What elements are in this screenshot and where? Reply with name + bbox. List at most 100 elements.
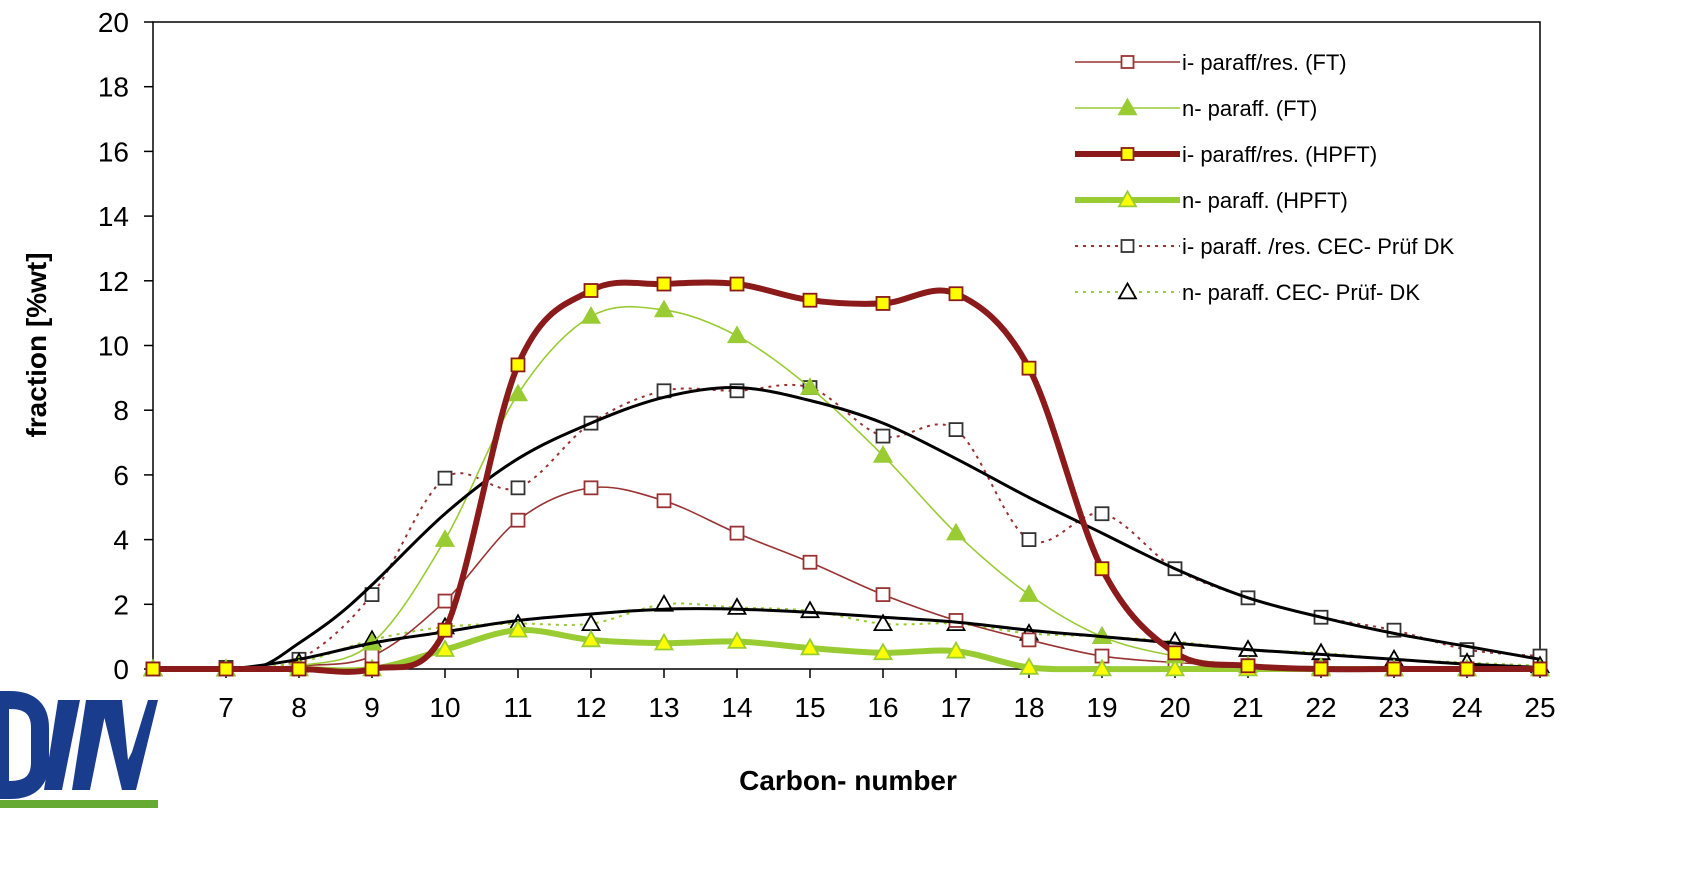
data-point: [437, 593, 453, 609]
plot-area: [152, 21, 1541, 670]
legend-label: i- paraff/res. (FT): [1182, 50, 1347, 75]
x-tick-label: 16: [867, 692, 898, 723]
data-point: [1240, 658, 1256, 674]
x-tick-label: 21: [1232, 692, 1263, 723]
data-point: [656, 493, 672, 509]
legend-label: i- paraff/res. (HPFT): [1182, 142, 1377, 167]
y-tick-label: 14: [98, 201, 129, 232]
data-point: [583, 480, 599, 496]
series-1: [142, 299, 1551, 677]
legend-label: n- paraff. CEC- Prüf- DK: [1182, 280, 1420, 305]
y-tick-label: 18: [98, 72, 129, 103]
legend: i- paraff/res. (FT) n- paraff. (FT) i- par…: [1075, 50, 1455, 305]
data-point: [437, 622, 453, 638]
data-point: [580, 629, 602, 648]
omv-logo-mark: [0, 691, 158, 808]
y-tick-label: 8: [113, 395, 129, 426]
x-tick-label: 15: [794, 692, 825, 723]
data-point: [726, 325, 748, 344]
data-point: [1021, 532, 1037, 547]
x-tick-label: 9: [364, 692, 380, 723]
x-tick-label: 14: [721, 692, 752, 723]
legend-entry: i- paraff/res. (FT): [1075, 50, 1347, 75]
legend-entry: n- paraff. (HPFT): [1075, 188, 1348, 213]
data-point: [1018, 656, 1040, 675]
data-point: [1310, 642, 1332, 661]
series-5: [142, 593, 1551, 677]
legend-label: n- paraff. (HPFT): [1182, 188, 1348, 213]
legend-marker: [1117, 189, 1138, 208]
x-tick-label: 19: [1086, 692, 1117, 723]
data-point: [583, 283, 599, 298]
data-point: [434, 529, 456, 547]
data-point: [1094, 561, 1110, 577]
logo-underline: [0, 800, 158, 808]
data-point: [875, 428, 891, 444]
data-point: [799, 377, 821, 395]
series-line: [152, 486, 1541, 671]
legend-marker: [1120, 147, 1135, 161]
legend-marker: [1117, 281, 1138, 300]
data-point: [945, 522, 967, 541]
series-line: [150, 279, 1543, 675]
legend-entry: i- paraff/res. (HPFT): [1075, 142, 1377, 167]
omv-logo: [0, 691, 158, 808]
y-tick-label: 10: [98, 331, 129, 362]
x-tick-label: 24: [1451, 692, 1482, 723]
x-tick-label: 11: [503, 692, 532, 723]
data-point: [580, 305, 602, 324]
series-6: [151, 386, 1542, 671]
data-point: [510, 357, 526, 373]
data-point: [872, 613, 894, 631]
x-tick-label: 12: [575, 692, 606, 723]
data-point: [1164, 658, 1186, 677]
data-point: [1018, 584, 1040, 602]
x-tick-label: 7: [218, 692, 234, 723]
data-point: [872, 642, 894, 661]
y-tick-label: 20: [98, 7, 129, 38]
data-point: [145, 661, 161, 677]
legend-marker: [1120, 239, 1135, 253]
x-tick-label: 20: [1159, 692, 1190, 723]
legend-marker: [1117, 97, 1138, 116]
x-tick-label: 18: [1013, 692, 1044, 723]
y-tick-label: 16: [98, 136, 129, 167]
data-point: [507, 383, 529, 402]
logo-v: [100, 700, 158, 790]
data-point: [802, 554, 818, 570]
logo-m-stroke: [44, 700, 80, 790]
x-tick-label: 13: [648, 692, 679, 723]
series-4: [145, 380, 1548, 677]
series-layer: [142, 276, 1551, 677]
y-tick-label: 6: [113, 460, 129, 491]
data-point: [510, 512, 526, 528]
y-axis-title: fraction [%wt]: [21, 252, 52, 437]
x-tick-label: 17: [940, 692, 971, 723]
data-point: [364, 661, 380, 677]
series-0: [145, 480, 1548, 677]
data-point: [653, 299, 675, 318]
data-point: [872, 445, 894, 463]
data-point: [945, 640, 967, 659]
series-7: [151, 607, 1542, 672]
x-tick-label: 25: [1524, 692, 1555, 723]
data-point: [726, 631, 748, 649]
y-tick-label: 12: [98, 266, 129, 297]
data-point: [1459, 661, 1475, 677]
series-line: [152, 383, 1541, 670]
data-point: [799, 600, 821, 619]
legend-entry: n- paraff. (FT): [1075, 96, 1317, 121]
legend-entry: i- paraff. /res. CEC- Prüf DK: [1075, 234, 1455, 259]
data-point: [948, 286, 964, 302]
data-point: [875, 296, 891, 311]
data-point: [875, 587, 891, 602]
data-point: [799, 637, 821, 656]
legend-entry: n- paraff. CEC- Prüf- DK: [1075, 280, 1420, 305]
data-point: [364, 587, 380, 602]
x-tick-label: 10: [429, 692, 460, 723]
x-tick-label: 23: [1378, 692, 1409, 723]
data-point: [437, 470, 453, 486]
legend-label: i- paraff. /res. CEC- Prüf DK: [1182, 234, 1455, 259]
